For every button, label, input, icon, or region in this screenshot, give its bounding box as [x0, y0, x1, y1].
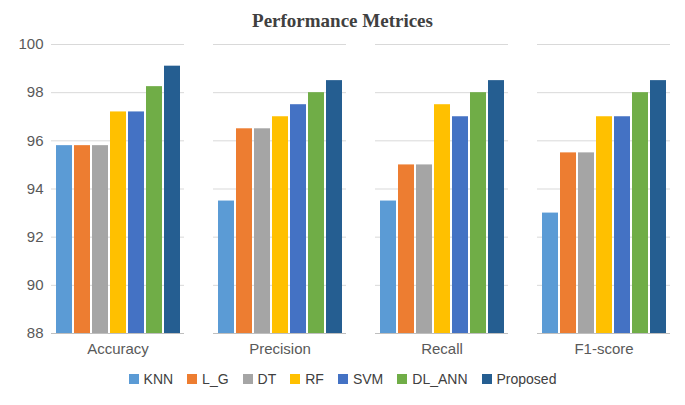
html-text:RF: RF [305, 371, 324, 387]
svg-text:92: 92 [27, 228, 44, 245]
svg-text:Recall: Recall [421, 340, 463, 357]
svg-text:Accuracy: Accuracy [87, 340, 149, 357]
html-text:Proposed: Proposed [496, 371, 557, 387]
html-text:L_G: L_G [202, 371, 229, 387]
html-text:Performance Metrices: Performance Metrices [252, 10, 433, 31]
html-text:SVM: SVM [352, 371, 384, 387]
svg-text:98: 98 [27, 83, 44, 100]
html-text:DT: DT [257, 371, 277, 387]
svg-text:Precision: Precision [249, 340, 311, 357]
html-text:DL_ANN: DL_ANN [412, 371, 468, 387]
svg-text:100: 100 [18, 36, 43, 52]
svg-text:F1-score: F1-score [574, 340, 633, 357]
html-text:KNN: KNN [143, 371, 174, 387]
svg-text:90: 90 [27, 276, 44, 293]
svg-text:94: 94 [27, 180, 44, 197]
svg-text:88: 88 [27, 324, 44, 341]
svg-text:96: 96 [27, 132, 44, 149]
